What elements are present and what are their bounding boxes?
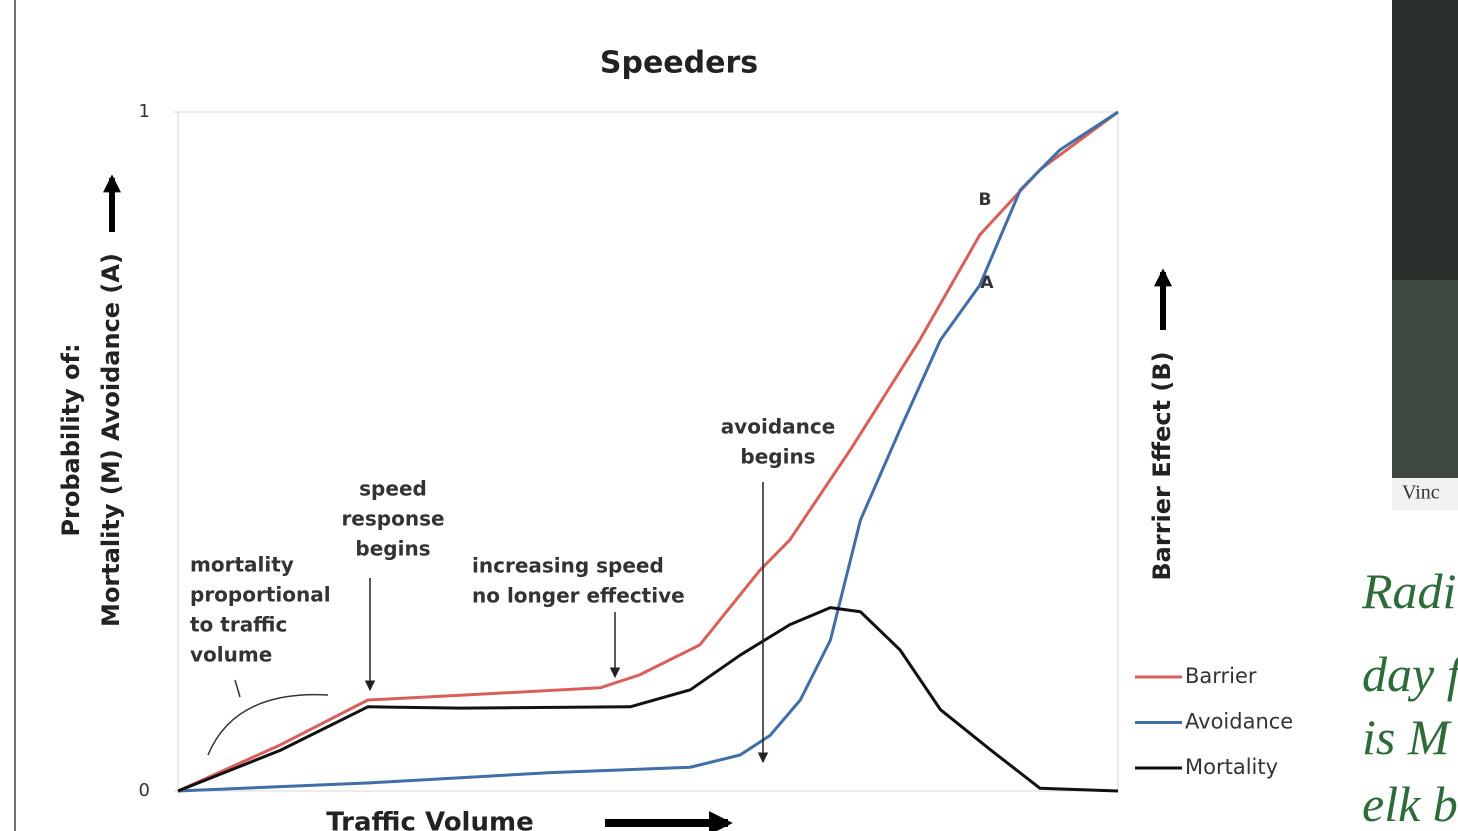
caption-line: elk b: [1362, 776, 1458, 831]
legend-label: Mortality: [1185, 755, 1278, 779]
annotation: begins: [740, 445, 815, 469]
y2-axis-label: Barrier Effect (B): [1148, 351, 1176, 580]
y-axis-label: Probability of:: [57, 343, 85, 536]
y-tick-label: 0: [139, 780, 150, 801]
photo-credit: Vinc: [1402, 482, 1440, 504]
series-line: [177, 110, 1119, 793]
caption-line: Radi: [1362, 563, 1457, 619]
annotation-pointer: [234, 679, 241, 698]
series-line: [177, 606, 1119, 793]
annotation: avoidance: [721, 415, 836, 439]
caption-line: is M: [1362, 709, 1450, 765]
annotation: proportional: [190, 583, 331, 607]
annotation: no longer effective: [472, 584, 685, 608]
caption-line: day f: [1362, 646, 1458, 702]
annotation: speed: [359, 477, 427, 501]
photo-credit-box: [1392, 478, 1458, 510]
annotation: mortality: [190, 553, 294, 577]
chart-title: Speeders: [600, 46, 758, 81]
curve-label: B: [979, 190, 992, 210]
x-axis-label: Traffic Volume: [326, 808, 533, 831]
y-tick-label: 1: [139, 101, 150, 122]
curve-label: A: [980, 273, 994, 293]
annotation: to traffic: [190, 613, 287, 637]
y-axis-label: Mortality (M) Avoidance (A): [97, 253, 125, 627]
photo-grass: [1392, 280, 1458, 480]
annotation: begins: [355, 537, 430, 561]
plot-frame: [177, 111, 1119, 792]
annotation-arc: [207, 693, 329, 756]
legend-label: Avoidance: [1185, 710, 1293, 734]
annotation: increasing speed: [472, 554, 664, 578]
legend-label: Barrier: [1185, 664, 1257, 688]
series-line: [177, 110, 1119, 793]
annotation: volume: [190, 643, 272, 667]
annotation: response: [341, 507, 444, 531]
